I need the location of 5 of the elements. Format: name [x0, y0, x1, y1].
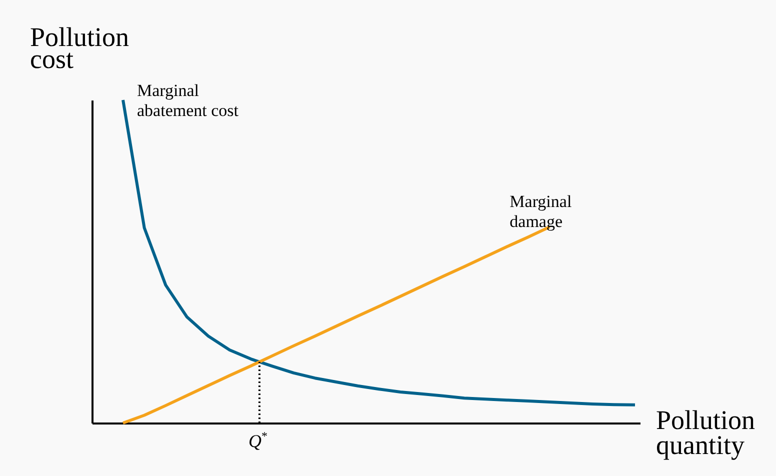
series-label: Marginal damage [510, 192, 572, 231]
x-axis-title: Pollution quantity [656, 405, 756, 460]
y-axis-title: Pollution cost [30, 22, 130, 74]
text: Q* [248, 429, 268, 451]
series-label: Marginal abatement cost [137, 81, 239, 120]
